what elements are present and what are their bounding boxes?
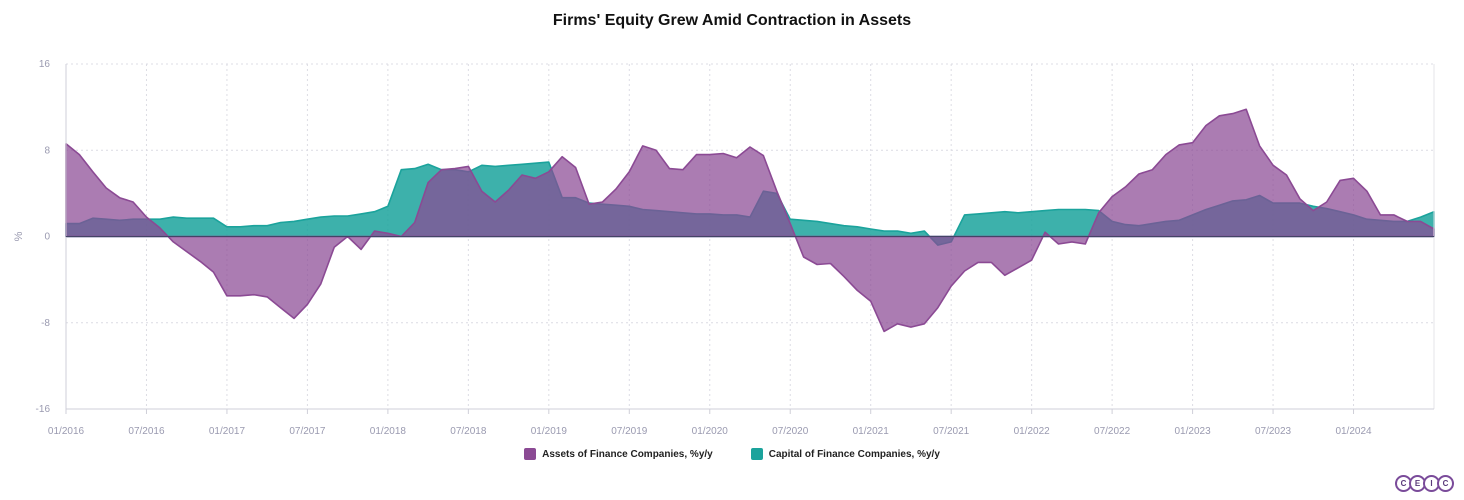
y-tick-label: 8 <box>44 145 50 156</box>
legend-item-assets[interactable]: Assets of Finance Companies, %y/y <box>524 448 713 460</box>
y-tick-label: -8 <box>41 318 50 329</box>
chart-title: Firms' Equity Grew Amid Contraction in A… <box>552 12 912 29</box>
y-tick-label: -16 <box>36 404 51 415</box>
assets-area <box>65 108 1435 333</box>
legend-label-capital: Capital of Finance Companies, %y/y <box>768 448 940 460</box>
legend-swatch-assets <box>524 448 537 460</box>
x-tick-label: 01/2017 <box>209 426 246 437</box>
legend-label-assets: Assets of Finance Companies, %y/y <box>542 448 713 460</box>
x-tick-label: 07/2018 <box>450 426 487 437</box>
x-tick-label: 01/2016 <box>48 426 85 437</box>
x-tick-label: 01/2021 <box>853 426 890 437</box>
legend-swatch-capital <box>750 448 763 460</box>
x-tick-label: 07/2019 <box>611 426 648 437</box>
x-tick-label: 01/2018 <box>370 426 407 437</box>
x-tick-label: 07/2022 <box>1094 426 1131 437</box>
x-tick-label: 01/2020 <box>692 426 729 437</box>
legend-item-capital[interactable]: Capital of Finance Companies, %y/y <box>750 448 940 460</box>
x-tick-label: 07/2016 <box>128 426 165 437</box>
series-areas <box>65 108 1435 333</box>
logo-letter: C <box>1437 475 1454 492</box>
x-tick-label: 01/2019 <box>531 426 568 437</box>
x-tick-label: 07/2017 <box>289 426 326 437</box>
x-tick-label: 01/2023 <box>1175 426 1212 437</box>
y-tick-label: 16 <box>39 59 51 70</box>
legend: Assets of Finance Companies, %y/y Capita… <box>0 448 1464 460</box>
axes: -16 -8 0 8 16 01/2016 07/2016 01/2017 07/2017 01/… <box>13 59 1435 437</box>
x-tick-label: 07/2021 <box>933 426 970 437</box>
x-tick-label: 01/2022 <box>1014 426 1051 437</box>
y-axis-label: % <box>13 231 25 241</box>
ceic-logo: C E I C <box>1395 475 1454 492</box>
x-tick-label: 01/2024 <box>1335 426 1372 437</box>
y-tick-label: 0 <box>44 232 50 243</box>
x-tick-label: 07/2020 <box>772 426 809 437</box>
x-tick-label: 07/2023 <box>1255 426 1292 437</box>
